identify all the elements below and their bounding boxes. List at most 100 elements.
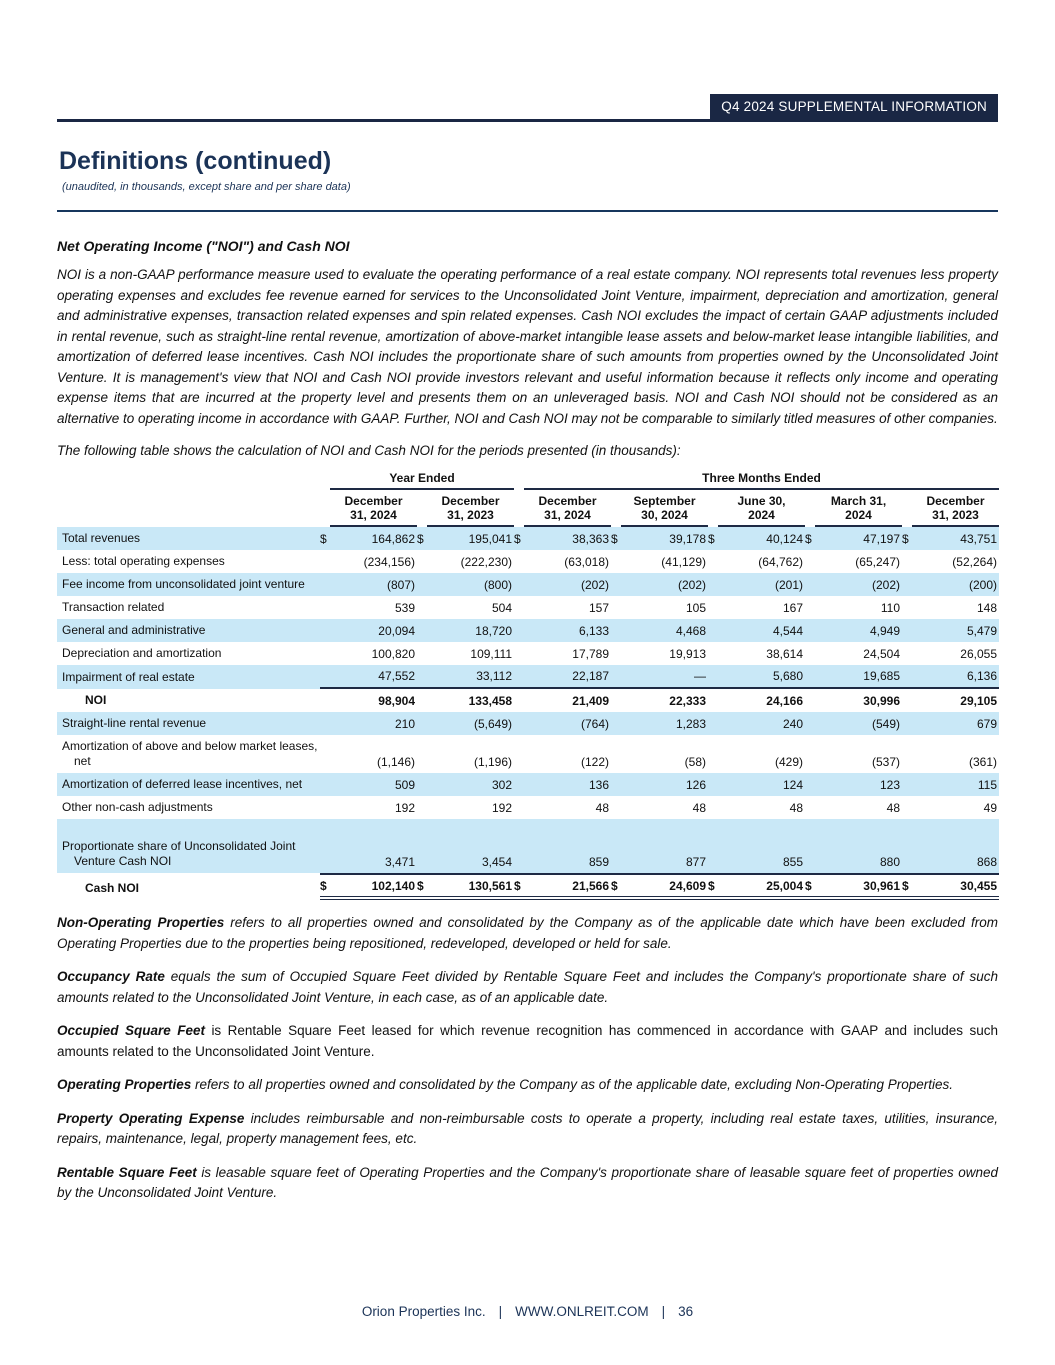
value-cell: 877 [611,835,708,873]
value-cell: (52,264) [902,550,999,573]
value-cell: $43,751 [902,527,999,550]
definition-body: refers to all properties owned and conso… [195,1077,953,1092]
table-row: Cash NOI $102,140 $130,561 $21,566 $24,609 $2… [57,873,999,900]
cell-value: 47,552 [378,669,415,683]
row-label: Amortization of above and below market l… [62,739,318,768]
table-row: Depreciation and amortization 100,820 109,… [57,642,999,665]
value-cell: 24,504 [805,642,902,665]
value-cell: $39,178 [611,527,708,550]
cell-value: 855 [782,855,803,869]
row-label: Fee income from unconsolidated joint ven… [57,573,320,596]
value-cell: (41,129) [611,550,708,573]
cell-value: 105 [685,601,706,615]
cell-value: (361) [968,755,997,769]
value-cell: (202) [611,573,708,596]
value-cell: 19,685 [805,665,902,689]
cell-value: (52,264) [952,555,997,569]
value-cell: (234,156) [320,550,417,573]
value-cell: 5,680 [708,665,805,689]
value-cell: $30,961 [805,873,902,900]
definition-paragraph: Non-Operating Properties refers to all p… [57,913,998,954]
table-row: Amortization of above and below market l… [57,735,999,773]
value-cell: (65,247) [805,550,902,573]
value-cell: 26,055 [902,642,999,665]
value-cell: 33,112 [417,665,514,689]
value-cell: (1,196) [417,735,514,773]
row-label: General and administrative [57,619,320,642]
cell-value: 3,454 [481,855,512,869]
value-cell: 49 [902,796,999,819]
cell-value: 21,409 [572,694,609,708]
definition-paragraph: Property Operating Expense includes reim… [57,1109,998,1150]
cell-value: 24,166 [766,694,803,708]
value-cell: 29,105 [902,689,999,712]
cell-value: (202) [871,578,900,592]
value-cell: 30,996 [805,689,902,712]
cell-value: 48 [692,801,706,815]
cell-value: 18,720 [475,624,512,638]
value-cell: 20,094 [320,619,417,642]
value-cell: (222,230) [417,550,514,573]
value-cell: 48 [805,796,902,819]
cell-value: 133,458 [468,694,512,708]
cell-value: (234,156) [363,555,415,569]
footer-page-number: 36 [662,1304,693,1319]
definition-paragraph: Occupancy Rate equals the sum of Occupie… [57,967,998,1008]
value-cell: 115 [902,773,999,796]
column-header: September 30, 2024 [611,490,708,527]
cell-value: (65,247) [855,555,900,569]
cell-value: 6,133 [578,624,609,638]
noi-definition-paragraph: NOI is a non-GAAP performance measure us… [57,267,998,426]
cell-value: (222,230) [460,555,512,569]
value-cell: (429) [708,735,805,773]
dollar-sign: $ [805,532,812,546]
cell-value: 877 [685,855,706,869]
cell-value: 43,751 [960,532,997,546]
group-header-three-months-ended: Three Months Ended [514,471,999,490]
footer-website: WWW.ONLREIT.COM [499,1304,649,1319]
value-cell: 302 [417,773,514,796]
value-cell: 109,111 [417,642,514,665]
table-row: NOI 98,904 133,458 21,409 22,333 24,166 30,996… [57,689,999,712]
value-cell: 240 [708,712,805,735]
cell-value: 210 [394,717,415,731]
label-column-header [57,471,320,527]
cell-value: 100,820 [371,647,415,661]
value-cell: 48 [514,796,611,819]
cell-value: (764) [580,717,609,731]
definition-term: Non-Operating Properties [57,915,231,930]
column-header: March 31, 2024 [805,490,902,527]
value-cell: (200) [902,573,999,596]
value-cell: 22,187 [514,665,611,689]
value-cell: $195,041 [417,527,514,550]
cell-value: (549) [871,717,900,731]
value-cell: 4,468 [611,619,708,642]
row-label: Straight-line rental revenue [57,712,320,735]
definition-paragraph: Occupied Square Feet is Rentable Square … [57,1021,998,1062]
value-cell: (800) [417,573,514,596]
cell-value: 24,609 [669,879,706,893]
cell-value: 4,468 [675,624,706,638]
value-cell: (202) [514,573,611,596]
cell-value: 39,178 [669,532,706,546]
cell-value: 240 [782,717,803,731]
cell-value: 157 [588,601,609,615]
row-label: Other non-cash adjustments [62,800,213,814]
dollar-sign: $ [514,532,521,546]
value-cell: 124 [708,773,805,796]
section-heading: Net Operating Income ("NOI") and Cash NO… [57,238,350,254]
value-cell: 157 [514,596,611,619]
cell-value: 30,961 [863,879,900,893]
cell-value: 123 [879,778,900,792]
cell-value: 124 [782,778,803,792]
value-cell: (122) [514,735,611,773]
date-header-row: December 31, 2024 December 31, 2023 Dece… [57,490,999,527]
value-cell: 5,479 [902,619,999,642]
definition-body: refers to all properties owned and conso… [57,915,998,951]
page-subtitle: (unaudited, in thousands, except share a… [62,181,351,193]
cell-value: 40,124 [766,532,803,546]
cell-value: 148 [976,601,997,615]
cell-value: (41,129) [661,555,706,569]
value-cell: 6,136 [902,665,999,689]
cell-value: (429) [774,755,803,769]
